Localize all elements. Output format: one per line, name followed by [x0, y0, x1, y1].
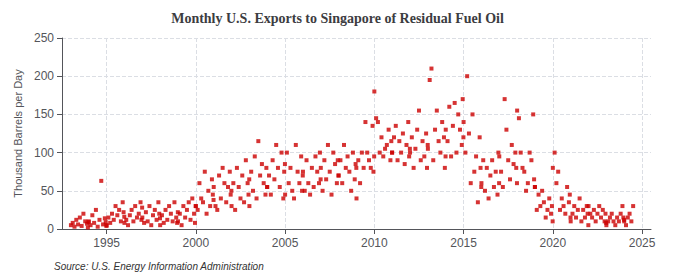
svg-text:2010: 2010 — [361, 236, 388, 250]
svg-text:2020: 2020 — [539, 236, 566, 250]
svg-text:2000: 2000 — [183, 236, 210, 250]
svg-text:Thousand Barrels per Day: Thousand Barrels per Day — [12, 69, 24, 198]
svg-text:50: 50 — [41, 184, 55, 198]
svg-text:200: 200 — [34, 69, 54, 83]
svg-text:Source: U.S. Energy Informatio: Source: U.S. Energy Information Administ… — [54, 261, 264, 272]
svg-text:1995: 1995 — [93, 236, 120, 250]
svg-text:150: 150 — [34, 107, 54, 121]
svg-text:2005: 2005 — [272, 236, 299, 250]
svg-text:0: 0 — [47, 222, 54, 236]
svg-text:2015: 2015 — [450, 236, 477, 250]
svg-text:100: 100 — [34, 146, 54, 160]
svg-text:2025: 2025 — [629, 236, 656, 250]
svg-text:250: 250 — [34, 31, 54, 45]
svg-text:Monthly U.S. Exports to Singap: Monthly U.S. Exports to Singapore of Res… — [171, 11, 504, 26]
